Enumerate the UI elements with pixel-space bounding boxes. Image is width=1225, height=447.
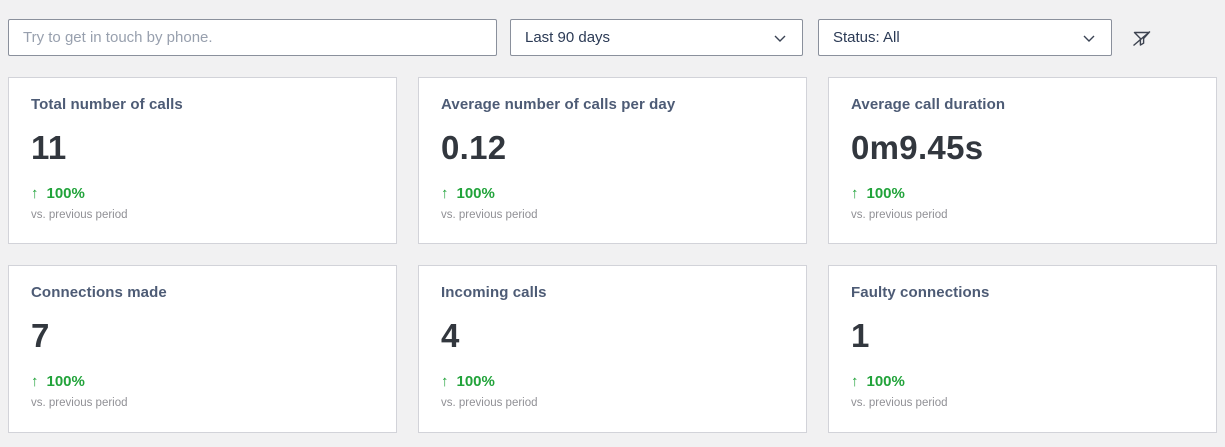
stat-card-faulty-connections: Faulty connections 1 ↑ 100% vs. previous… <box>828 265 1217 433</box>
card-value: 11 <box>31 129 67 166</box>
card-value: 7 <box>31 317 50 354</box>
card-title: Incoming calls <box>441 284 547 301</box>
date-range-value: Last 90 days <box>525 29 611 46</box>
stat-card-incoming-calls: Incoming calls 4 ↑ 100% vs. previous per… <box>418 265 807 433</box>
change-percent: 100% <box>866 373 905 390</box>
chevron-down-icon <box>772 30 788 46</box>
card-change: ↑ 100% <box>441 185 784 202</box>
stat-card-avg-calls-per-day: Average number of calls per day 0.12 ↑ 1… <box>418 77 807 244</box>
change-percent: 100% <box>866 185 905 202</box>
card-title: Average number of calls per day <box>441 96 676 113</box>
search-input[interactable] <box>8 19 497 56</box>
card-value: 0m9.45s <box>851 129 984 166</box>
card-change: ↑ 100% <box>31 185 374 202</box>
up-arrow-icon: ↑ <box>851 185 859 202</box>
card-change: ↑ 100% <box>441 373 784 390</box>
card-title: Total number of calls <box>31 96 183 113</box>
change-percent: 100% <box>456 185 495 202</box>
chevron-down-icon <box>1081 30 1097 46</box>
card-change: ↑ 100% <box>31 373 374 390</box>
card-value: 0.12 <box>441 129 507 166</box>
card-comparison: vs. previous period <box>441 397 538 409</box>
card-comparison: vs. previous period <box>441 209 538 221</box>
status-select[interactable]: Status: All <box>818 19 1112 56</box>
change-percent: 100% <box>46 185 85 202</box>
up-arrow-icon: ↑ <box>851 373 859 390</box>
card-change: ↑ 100% <box>851 185 1194 202</box>
card-comparison: vs. previous period <box>851 209 948 221</box>
filter-off-icon <box>1131 28 1153 50</box>
change-percent: 100% <box>456 373 495 390</box>
card-title: Connections made <box>31 284 167 301</box>
card-title: Average call duration <box>851 96 1006 113</box>
stat-card-total-calls: Total number of calls 11 ↑ 100% vs. prev… <box>8 77 397 244</box>
status-value: Status: All <box>833 29 900 46</box>
card-title: Faulty connections <box>851 284 990 301</box>
change-percent: 100% <box>46 373 85 390</box>
clear-filters-button[interactable] <box>1129 26 1155 52</box>
date-range-select[interactable]: Last 90 days <box>510 19 803 56</box>
up-arrow-icon: ↑ <box>31 185 39 202</box>
up-arrow-icon: ↑ <box>441 373 449 390</box>
card-comparison: vs. previous period <box>31 397 128 409</box>
stat-card-avg-call-duration: Average call duration 0m9.45s ↑ 100% vs.… <box>828 77 1217 244</box>
stat-card-connections-made: Connections made 7 ↑ 100% vs. previous p… <box>8 265 397 433</box>
up-arrow-icon: ↑ <box>441 185 449 202</box>
card-value: 4 <box>441 317 460 354</box>
up-arrow-icon: ↑ <box>31 373 39 390</box>
card-change: ↑ 100% <box>851 373 1194 390</box>
card-comparison: vs. previous period <box>31 209 128 221</box>
card-comparison: vs. previous period <box>851 397 948 409</box>
card-value: 1 <box>851 317 870 354</box>
